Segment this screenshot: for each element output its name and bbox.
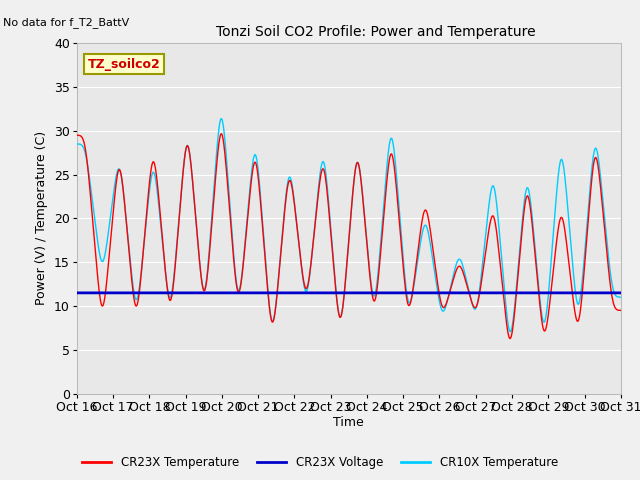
Text: TZ_soilco2: TZ_soilco2	[88, 58, 161, 71]
Title: Tonzi Soil CO2 Profile: Power and Temperature: Tonzi Soil CO2 Profile: Power and Temper…	[216, 25, 536, 39]
Y-axis label: Power (V) / Temperature (C): Power (V) / Temperature (C)	[35, 132, 49, 305]
Legend: CR23X Temperature, CR23X Voltage, CR10X Temperature: CR23X Temperature, CR23X Voltage, CR10X …	[77, 452, 563, 474]
Text: No data for f_T2_BattV: No data for f_T2_BattV	[3, 17, 129, 28]
X-axis label: Time: Time	[333, 416, 364, 429]
